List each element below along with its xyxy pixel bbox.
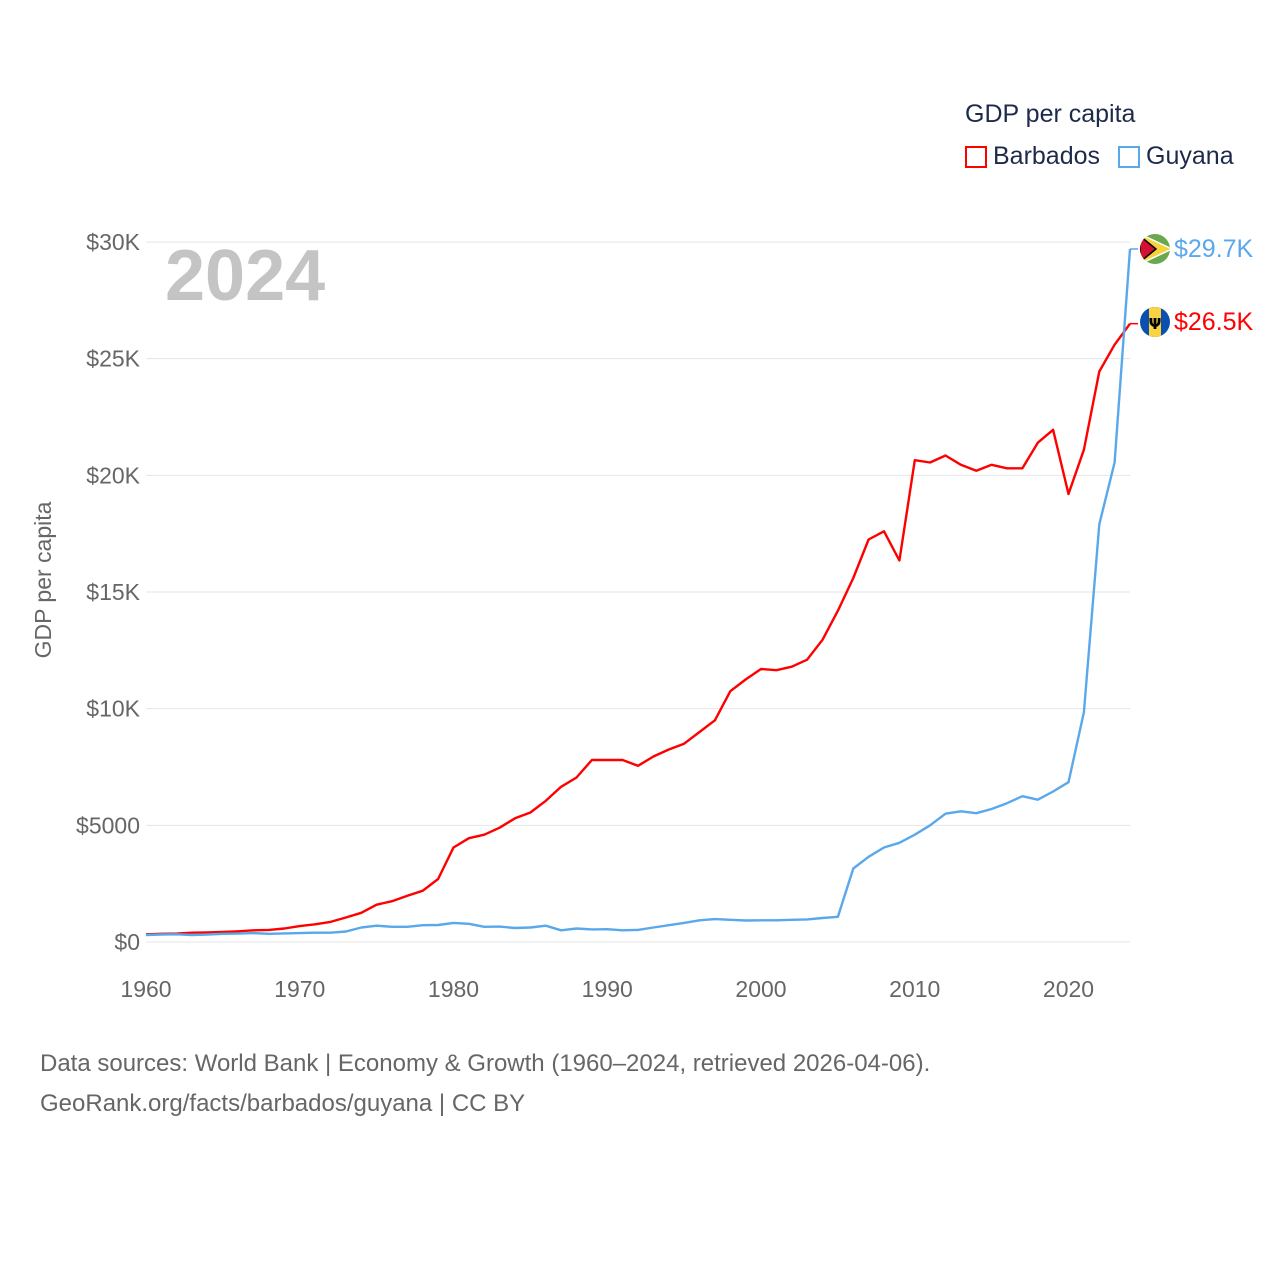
guyana-swatch xyxy=(1118,145,1141,168)
data-sources: Data sources: World Bank | Economy & Gro… xyxy=(40,1050,931,1077)
y-axis-label: GDP per capita xyxy=(30,501,56,658)
legend-label: Guyana xyxy=(1146,142,1234,170)
y-tick-label: $20K xyxy=(86,462,140,488)
guyana-flag-icon xyxy=(1140,234,1170,264)
x-tick-label: 1980 xyxy=(428,976,479,1002)
y-tick-label: $10K xyxy=(86,696,140,722)
x-tick-label: 1960 xyxy=(120,976,171,1002)
x-tick-label: 1990 xyxy=(582,976,633,1002)
x-tick-label: 2010 xyxy=(889,976,940,1002)
svg-text:Ψ: Ψ xyxy=(1149,315,1162,333)
y-tick-label: $25K xyxy=(86,346,140,372)
legend: Barbados Guyana xyxy=(965,142,1234,171)
y-tick-label: $30K xyxy=(86,229,140,255)
y-tick-label: $5000 xyxy=(76,812,140,838)
y-tick-label: $15K xyxy=(86,579,140,605)
barbados-swatch xyxy=(965,145,987,168)
x-tick-label: 2000 xyxy=(735,976,786,1002)
legend-title: GDP per capita xyxy=(965,100,1136,128)
barbados-end-label: $26.5K xyxy=(1174,308,1254,336)
barbados-line xyxy=(145,322,1131,936)
guyana-line xyxy=(145,248,1132,937)
footer: Data sources: World Bank | Economy & Gro… xyxy=(40,1044,930,1124)
source-link[interactable]: GeoRank.org/facts/barbados/guyana | CC B… xyxy=(40,1090,526,1117)
barbados-flag-icon: Ψ xyxy=(1140,307,1170,337)
legend-item-guyana[interactable]: Guyana xyxy=(1118,142,1234,171)
year-watermark: 2024 xyxy=(165,236,325,316)
x-tick-label: 1970 xyxy=(274,976,325,1002)
legend-item-barbados[interactable]: Barbados xyxy=(965,142,1100,171)
guyana-end-label: $29.7K xyxy=(1174,235,1254,263)
y-tick-label: $0 xyxy=(114,929,140,955)
legend-label: Barbados xyxy=(993,142,1101,170)
x-tick-label: 2020 xyxy=(1043,976,1094,1002)
